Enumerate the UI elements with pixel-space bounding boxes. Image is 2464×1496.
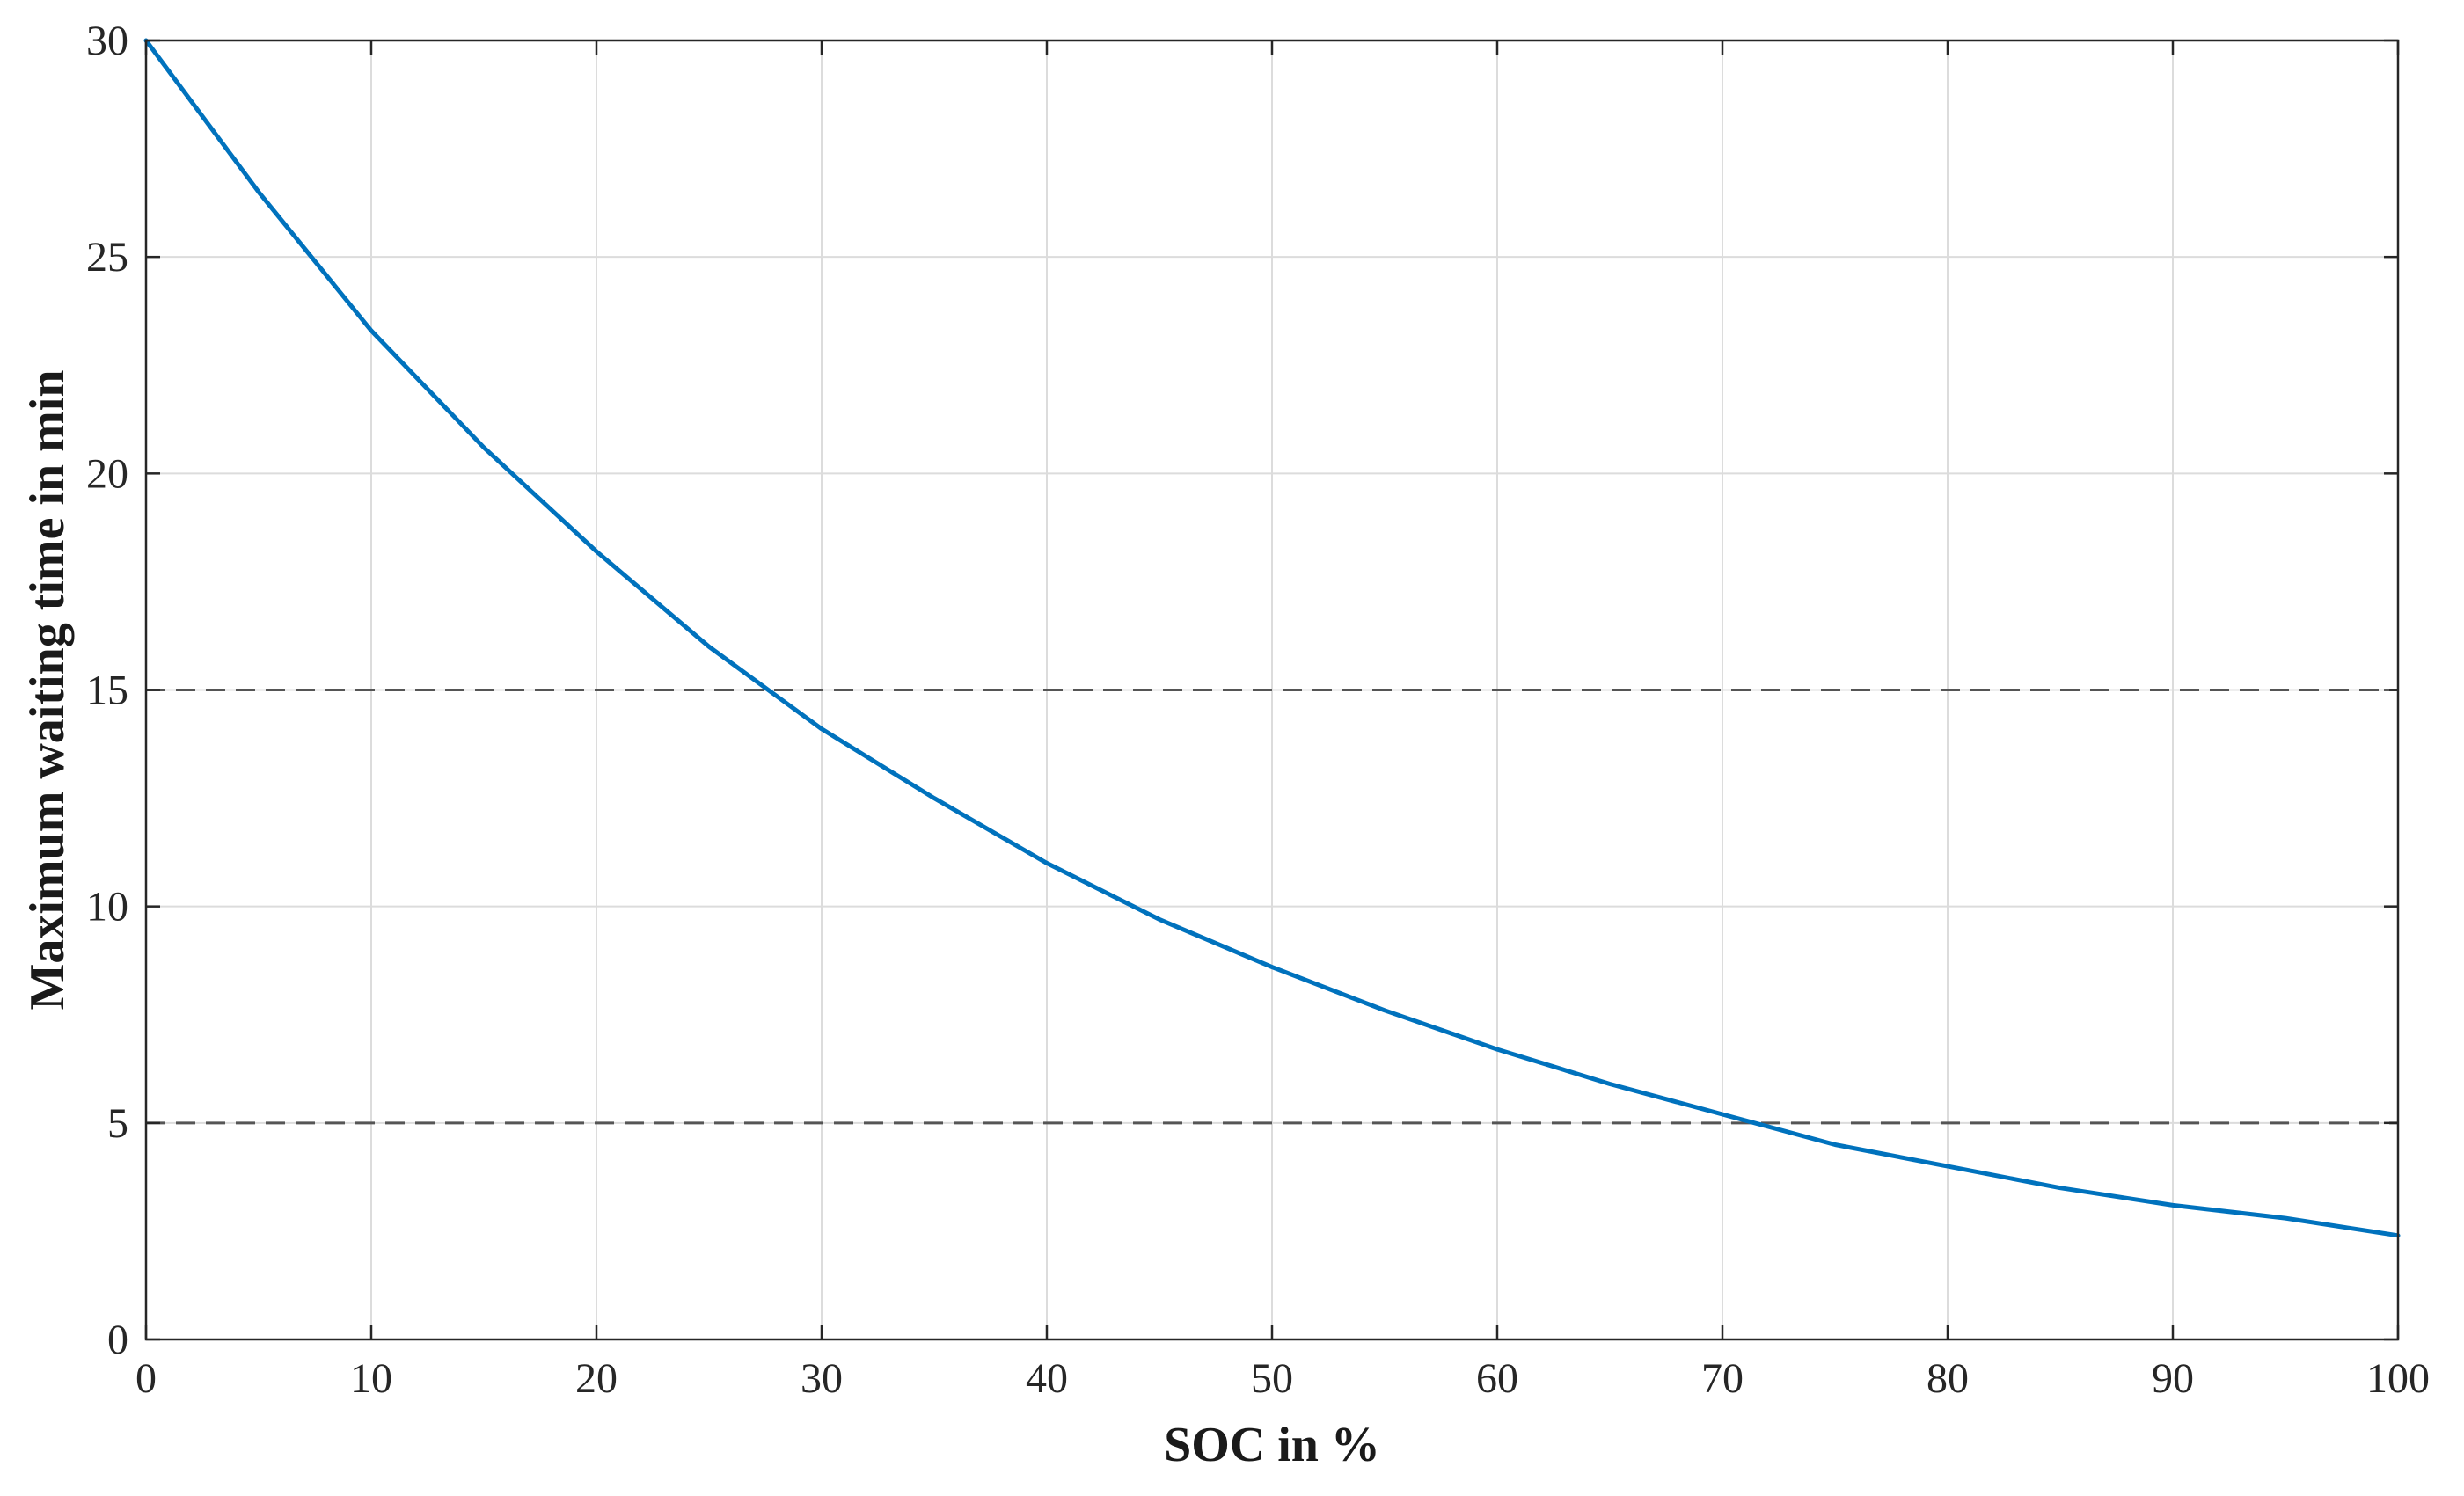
y-tick-label: 10 — [86, 884, 128, 930]
y-tick-label: 0 — [107, 1317, 128, 1363]
x-axis-title: SOC in % — [1164, 1418, 1380, 1472]
reference-lines — [146, 689, 2398, 1125]
series-layer — [143, 38, 2401, 1238]
tick-labels: 0 10 20 30 40 50 60 70 80 90 100 0 5 10 15 20 25 30 — [86, 18, 2430, 1402]
y-tick-label: 5 — [107, 1100, 128, 1147]
x-tick-label: 30 — [801, 1355, 843, 1402]
x-tick-label: 10 — [350, 1355, 392, 1402]
x-tick-label: 50 — [1251, 1355, 1293, 1402]
y-axis-title: Maximum waiting time in min — [20, 370, 75, 1011]
y-tick-label: 15 — [86, 668, 128, 714]
series-line — [143, 38, 2401, 1238]
y-tick-label: 30 — [86, 18, 128, 64]
x-tick-label: 0 — [135, 1355, 157, 1402]
x-tick-label: 80 — [1927, 1355, 1969, 1402]
x-tick-label: 70 — [1701, 1355, 1744, 1402]
x-tick-label: 100 — [2366, 1355, 2430, 1402]
ticks — [144, 39, 2400, 1341]
x-tick-label: 40 — [1026, 1355, 1068, 1402]
x-tick-label: 60 — [1476, 1355, 1518, 1402]
y-tick-label: 25 — [86, 234, 128, 281]
y-tick-label: 20 — [86, 450, 128, 497]
x-tick-label: 90 — [2152, 1355, 2194, 1402]
x-tick-label: 20 — [575, 1355, 618, 1402]
